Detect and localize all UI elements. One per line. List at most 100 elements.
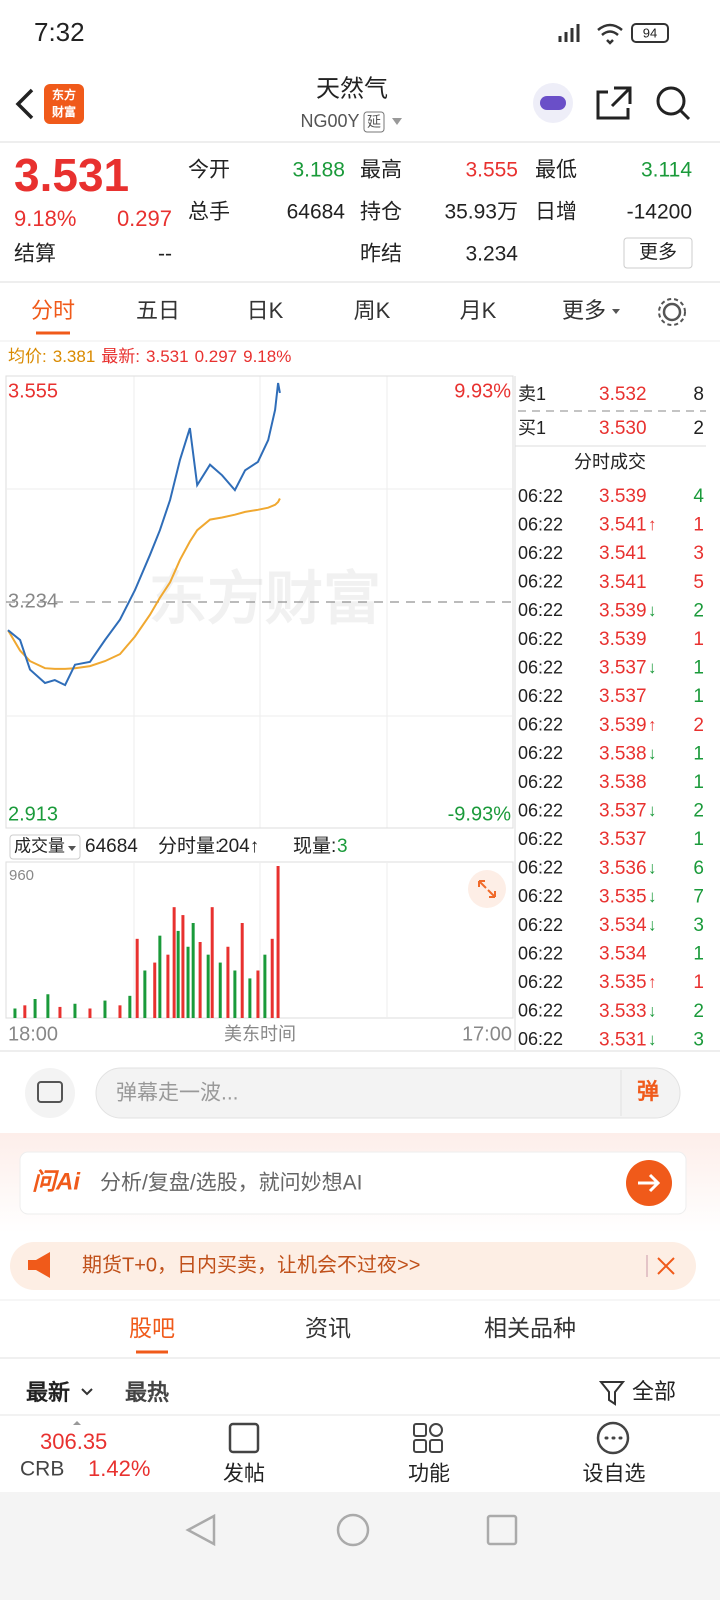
logo-text: 东方 (52, 87, 76, 102)
trade-time: 06:22 (518, 772, 563, 792)
ai-input[interactable] (19, 1151, 687, 1215)
chart-tab[interactable]: 五日 (136, 298, 180, 323)
nav-recent[interactable] (486, 1514, 518, 1546)
arrow-icon (638, 1173, 661, 1193)
divider (0, 1357, 720, 1359)
dropdown-arrow[interactable] (81, 1388, 93, 1396)
trade-time: 06:22 (518, 743, 563, 763)
action-label[interactable]: 功能 (408, 1463, 450, 1486)
trade-time: 06:22 (518, 629, 563, 649)
info-avg: 3.381 (53, 347, 96, 366)
settings-button[interactable] (662, 302, 682, 322)
avatar-visor (540, 96, 566, 110)
trade-arrow: ↓ (648, 915, 657, 934)
sort-option[interactable]: 最新 (26, 1380, 70, 1405)
section-tab[interactable]: 资讯 (305, 1315, 351, 1341)
banner-text[interactable]: 期货T+0，日内买卖，让机会不过夜>> (82, 1253, 420, 1276)
tick-volume-label: 分时量: (158, 835, 220, 857)
volume-bar (210, 907, 214, 1018)
field-label: 最高 (360, 159, 402, 182)
function-icon[interactable] (413, 1423, 427, 1437)
logo-text: 财富 (51, 104, 76, 119)
filter-icon[interactable] (598, 1381, 626, 1406)
expand-icon (478, 880, 496, 898)
back-button[interactable] (15, 88, 34, 120)
trade-volume: 2 (693, 801, 704, 822)
dropdown-arrow[interactable] (392, 118, 402, 125)
sort-option[interactable]: 最热 (125, 1380, 169, 1405)
field-value: -14200 (627, 201, 692, 224)
volume-bar (263, 954, 267, 1018)
danmaku-send[interactable]: 弹 (637, 1079, 659, 1104)
trade-time: 06:22 (518, 858, 563, 878)
bottom-bar (0, 1415, 720, 1492)
trade-volume: 6 (693, 858, 704, 879)
trade-arrow: ↑ (648, 973, 657, 992)
search-button[interactable] (656, 86, 686, 116)
volume-bar (186, 946, 190, 1018)
volume-selector-label[interactable]: 成交量 (14, 836, 65, 855)
price-line (7, 382, 281, 687)
post-icon[interactable] (228, 1422, 260, 1454)
nav-back[interactable] (185, 1513, 216, 1547)
chart-tab[interactable]: 更多 (562, 298, 606, 323)
x-tick-label: 美东时间 (224, 1024, 296, 1044)
y-tick-label: 3.555 (8, 380, 58, 402)
trade-price: 3.539 (599, 486, 647, 507)
trade-price: 3.539 (599, 629, 647, 650)
trade-price: 3.535 (599, 972, 647, 993)
book-volume: 2 (693, 418, 704, 439)
promo-banner[interactable] (10, 1242, 696, 1290)
danmaku-placeholder: 弹幕走一波... (116, 1082, 239, 1105)
volume-bar (172, 907, 176, 1018)
volume-bar (248, 978, 252, 1018)
current-volume: 3 (337, 836, 348, 857)
info-change-pct: 9.18% (243, 347, 291, 366)
volume-bar (218, 962, 222, 1018)
trade-volume: 3 (693, 543, 704, 564)
more-button-label[interactable]: 更多 (639, 241, 677, 263)
book-label: 卖1 (518, 384, 546, 404)
section-tab[interactable]: 相关品种 (484, 1315, 576, 1341)
trade-price: 3.538 (599, 772, 647, 793)
avg-line (7, 498, 281, 670)
volume-selector[interactable] (9, 834, 81, 860)
expand-button[interactable] (468, 870, 506, 908)
filter-label[interactable]: 全部 (632, 1379, 676, 1404)
trade-price: 3.541 (599, 572, 647, 593)
trade-time: 06:22 (518, 572, 563, 592)
info-change: 0.297 (195, 347, 238, 366)
danmaku-settings[interactable] (25, 1068, 75, 1118)
nav-home[interactable] (336, 1513, 370, 1547)
field-label: 最低 (535, 159, 577, 182)
action-label[interactable]: 发帖 (223, 1463, 265, 1486)
danmaku-input[interactable] (95, 1067, 681, 1119)
battery-level: 94 (643, 25, 657, 40)
status-time: 7:32 (34, 17, 85, 47)
trade-time: 06:22 (518, 657, 563, 677)
trade-volume: 2 (693, 1001, 704, 1022)
action-label[interactable]: 设自选 (583, 1463, 646, 1486)
watchlist-icon[interactable] (596, 1421, 630, 1455)
danmaku-icon (37, 1081, 63, 1103)
chart-tab[interactable]: 周K (354, 298, 391, 323)
more-button[interactable] (623, 237, 693, 269)
function-icon (429, 1423, 443, 1437)
trade-time: 06:22 (518, 686, 563, 706)
field-value: -- (158, 243, 172, 266)
chart-tab[interactable]: 月K (460, 298, 497, 323)
trade-volume: 1 (693, 658, 704, 679)
close-button[interactable] (657, 1257, 675, 1275)
chart-tab[interactable]: 分时 (31, 298, 75, 323)
share-button[interactable] (596, 86, 632, 120)
chart-tab[interactable]: 日K (247, 298, 284, 323)
dropdown-arrow[interactable] (612, 309, 620, 314)
trade-volume: 7 (693, 886, 704, 907)
trade-price: 3.539 (599, 600, 647, 621)
section-tab[interactable]: 股吧 (129, 1315, 175, 1341)
trade-volume: 3 (693, 1029, 704, 1050)
pct-label: -9.93% (448, 803, 512, 825)
current-volume-label: 现量: (293, 836, 336, 857)
